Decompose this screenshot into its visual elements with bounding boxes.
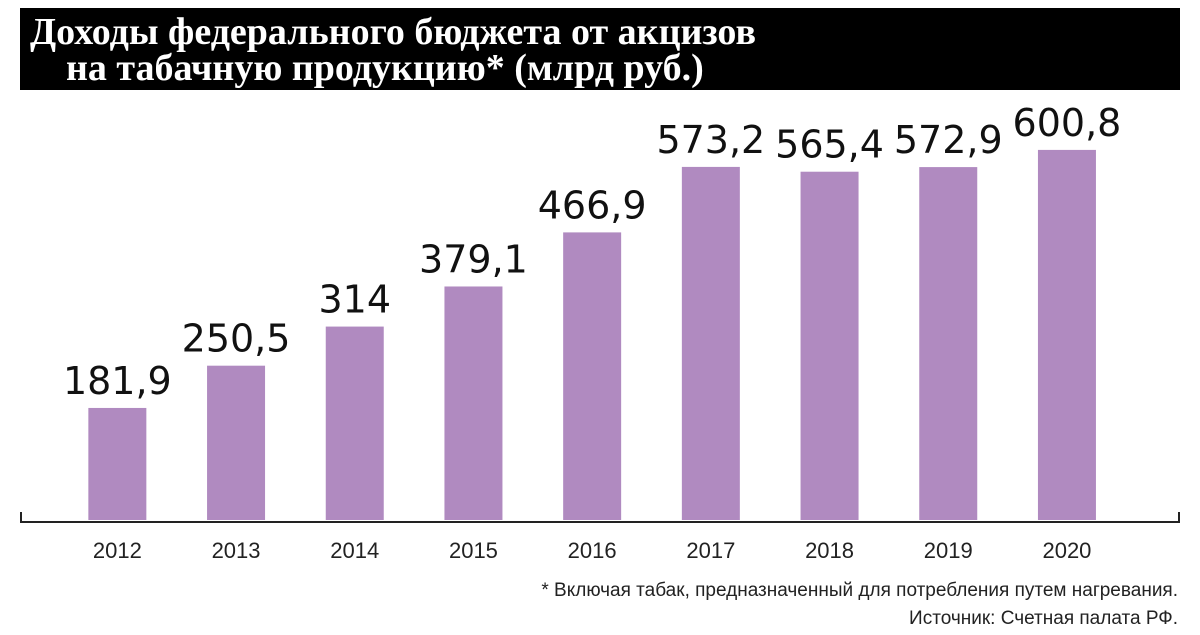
value-label: 314: [318, 278, 391, 322]
bar: [325, 326, 384, 520]
value-label: 600,8: [1013, 101, 1122, 145]
value-label: 181,9: [63, 359, 172, 403]
value-label: 250,5: [182, 317, 291, 361]
chart-title: Доходы федерального бюджета от акцизов: [30, 11, 756, 53]
value-label: 565,4: [775, 123, 884, 167]
bar: [1037, 149, 1096, 520]
value-label: 573,2: [656, 118, 765, 162]
x-tick-label: 2015: [449, 538, 498, 563]
x-tick-label: 2016: [568, 538, 617, 563]
bar: [800, 171, 859, 520]
footnote: * Включая табак, предназначенный для пот…: [541, 580, 1178, 601]
source: Источник: Счетная палата РФ.: [909, 608, 1178, 629]
bar: [919, 167, 978, 520]
x-tick-label: 2020: [1042, 538, 1091, 563]
value-label: 572,9: [894, 118, 1003, 162]
bar: [444, 286, 503, 520]
x-axis: [20, 512, 1180, 523]
bar: [207, 365, 266, 520]
chart-title: на табачную продукцию* (млрд руб.): [66, 47, 704, 89]
value-label: 466,9: [538, 183, 647, 227]
x-tick-label: 2018: [805, 538, 854, 563]
value-label: 379,1: [419, 237, 528, 281]
x-tick-label: 2017: [686, 538, 735, 563]
x-tick-label: 2013: [212, 538, 261, 563]
x-tick-label: 2019: [924, 538, 973, 563]
x-tick-label: 2014: [330, 538, 379, 563]
bar: [563, 232, 622, 521]
title-band: [20, 8, 1180, 90]
bar: [681, 166, 740, 520]
bar: [88, 407, 147, 520]
x-tick-label: 2012: [93, 538, 142, 563]
